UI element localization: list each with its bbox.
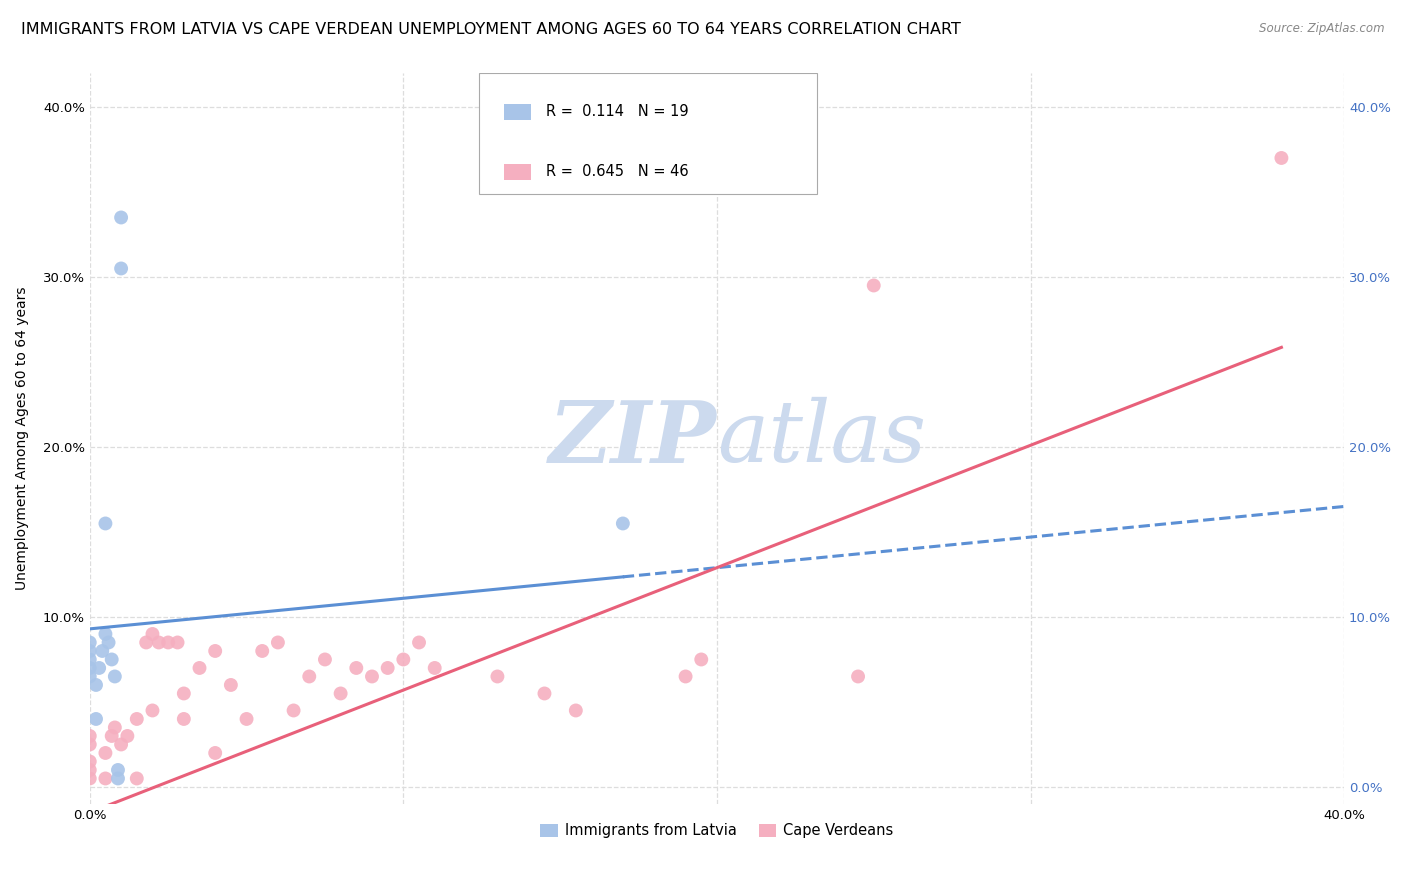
Point <box>690 652 713 666</box>
Point <box>84 678 107 692</box>
Point <box>423 661 446 675</box>
Text: IMMIGRANTS FROM LATVIA VS CAPE VERDEAN UNEMPLOYMENT AMONG AGES 60 TO 64 YEARS CO: IMMIGRANTS FROM LATVIA VS CAPE VERDEAN U… <box>21 22 960 37</box>
Point <box>79 635 101 649</box>
Point <box>166 635 188 649</box>
Point <box>283 703 305 717</box>
Point <box>97 635 120 649</box>
Point <box>94 772 117 786</box>
Point <box>267 635 290 649</box>
Point <box>135 635 157 649</box>
Text: atlas: atlas <box>717 397 927 480</box>
Point <box>148 635 170 649</box>
Point <box>79 772 101 786</box>
Point <box>104 669 127 683</box>
Point <box>89 661 111 675</box>
Point <box>392 652 415 666</box>
Point <box>100 729 122 743</box>
FancyBboxPatch shape <box>503 103 531 120</box>
Point <box>94 516 117 531</box>
Point <box>344 661 367 675</box>
Point <box>675 669 697 683</box>
Point <box>79 763 101 777</box>
Point <box>252 644 274 658</box>
Legend: Immigrants from Latvia, Cape Verdeans: Immigrants from Latvia, Cape Verdeans <box>534 818 900 844</box>
Point <box>486 669 509 683</box>
Point <box>94 746 117 760</box>
Point <box>141 703 163 717</box>
Point <box>612 516 634 531</box>
Point <box>110 261 132 276</box>
Point <box>235 712 257 726</box>
Point <box>110 211 132 225</box>
Point <box>107 772 129 786</box>
Point <box>219 678 242 692</box>
Text: R =  0.645   N = 46: R = 0.645 N = 46 <box>547 164 689 179</box>
Text: ZIP: ZIP <box>550 397 717 480</box>
FancyBboxPatch shape <box>478 73 817 194</box>
Point <box>110 738 132 752</box>
Point <box>117 729 139 743</box>
Point <box>141 627 163 641</box>
Point <box>173 712 195 726</box>
Point <box>79 661 101 675</box>
Point <box>79 644 101 658</box>
Point <box>79 755 101 769</box>
Point <box>298 669 321 683</box>
Point <box>79 652 101 666</box>
Point <box>314 652 336 666</box>
Point <box>100 652 122 666</box>
Point <box>329 686 352 700</box>
Point <box>79 669 101 683</box>
Point <box>565 703 588 717</box>
Point <box>862 278 884 293</box>
Point <box>1270 151 1292 165</box>
Point <box>125 712 148 726</box>
Point <box>125 772 148 786</box>
Point <box>157 635 180 649</box>
Point <box>188 661 211 675</box>
Point <box>533 686 555 700</box>
Text: R =  0.114   N = 19: R = 0.114 N = 19 <box>547 104 689 120</box>
Point <box>173 686 195 700</box>
Point <box>84 712 107 726</box>
Point <box>94 627 117 641</box>
Point <box>104 721 127 735</box>
Point <box>361 669 384 683</box>
Point <box>377 661 399 675</box>
Point <box>204 644 226 658</box>
Point <box>204 746 226 760</box>
Y-axis label: Unemployment Among Ages 60 to 64 years: Unemployment Among Ages 60 to 64 years <box>15 286 30 591</box>
FancyBboxPatch shape <box>503 163 531 179</box>
Point <box>408 635 430 649</box>
Point <box>79 729 101 743</box>
Point <box>91 644 114 658</box>
Point <box>846 669 869 683</box>
Text: Source: ZipAtlas.com: Source: ZipAtlas.com <box>1260 22 1385 36</box>
Point <box>107 763 129 777</box>
Point <box>79 738 101 752</box>
